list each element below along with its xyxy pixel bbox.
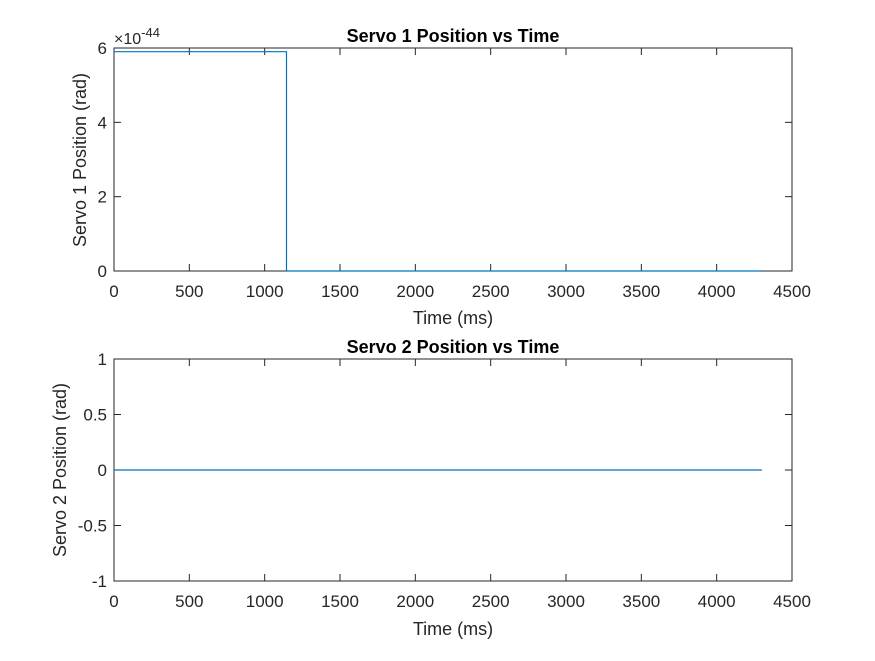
plot-2-ticks: 0 500 1000 1500 2000 2500 3000 3500 4000 4500 -1 -0… <box>78 350 811 611</box>
plot-1-ticks: 0 500 1000 1500 2000 2500 3000 3500 4000 4500 0 2 4 6 <box>98 39 811 301</box>
plot-2-y-tick-label: 1 <box>98 350 107 369</box>
plot-1-x-tick-label: 2000 <box>396 282 434 301</box>
plot-1-x-tick-label: 2500 <box>472 282 510 301</box>
plot-2-title: Servo 2 Position vs Time <box>347 337 560 357</box>
plot-1-y-tick-label: 6 <box>98 39 107 58</box>
servo-1-plot: 0 500 1000 1500 2000 2500 3000 3500 4000 4500 0 2 4 6… <box>70 25 811 328</box>
plot-1-y-exponent-label: ×10-44 <box>114 25 160 48</box>
plot-1-x-tick-label: 3000 <box>547 282 585 301</box>
plot-1-x-tick-label: 3500 <box>622 282 660 301</box>
plot-2-x-tick-label: 2000 <box>396 592 434 611</box>
plot-1-exponent-base: ×10 <box>114 31 141 48</box>
plot-1-title: Servo 1 Position vs Time <box>347 26 560 46</box>
plot-1-y-axis-label: Servo 1 Position (rad) <box>70 73 90 247</box>
plot-2-x-tick-label: 3000 <box>547 592 585 611</box>
plot-1-y-tick-label: 2 <box>98 188 107 207</box>
plot-2-y-tick-label: 0 <box>98 461 107 480</box>
plot-2-x-axis-label: Time (ms) <box>413 619 493 639</box>
plot-2-x-tick-label: 1500 <box>321 592 359 611</box>
plot-1-exponent-power: -44 <box>141 25 160 40</box>
plot-2-x-tick-label: 3500 <box>622 592 660 611</box>
plot-1-x-tick-label: 1000 <box>246 282 284 301</box>
plot-2-y-tick-label: -1 <box>92 572 107 591</box>
plot-2-x-tick-label: 4000 <box>698 592 736 611</box>
plot-1-series-line <box>114 51 762 272</box>
plot-2-x-tick-label: 4500 <box>773 592 811 611</box>
plot-1-y-tick-label: 0 <box>98 262 107 281</box>
plot-1-x-tick-label: 1500 <box>321 282 359 301</box>
plot-1-x-axis-label: Time (ms) <box>413 308 493 328</box>
plot-2-x-tick-label: 1000 <box>246 592 284 611</box>
plot-2-x-tick-label: 0 <box>109 592 118 611</box>
plot-2-x-tick-label: 2500 <box>472 592 510 611</box>
plot-1-axes-box <box>113 47 793 272</box>
plot-1-x-tick-label: 500 <box>175 282 203 301</box>
servo-2-plot: 0 500 1000 1500 2000 2500 3000 3500 4000 4500 -1 -0… <box>50 337 811 639</box>
plot-2-y-tick-label: 0.5 <box>83 406 107 425</box>
plot-1-y-tick-label: 4 <box>98 113 107 132</box>
plot-1-x-tick-label: 4000 <box>698 282 736 301</box>
plot-1-x-tick-label: 0 <box>109 282 118 301</box>
plot-2-x-tick-label: 500 <box>175 592 203 611</box>
plot-2-y-axis-label: Servo 2 Position (rad) <box>50 383 70 557</box>
plot-1-x-tick-label: 4500 <box>773 282 811 301</box>
plot-2-y-tick-label: -0.5 <box>78 517 107 536</box>
